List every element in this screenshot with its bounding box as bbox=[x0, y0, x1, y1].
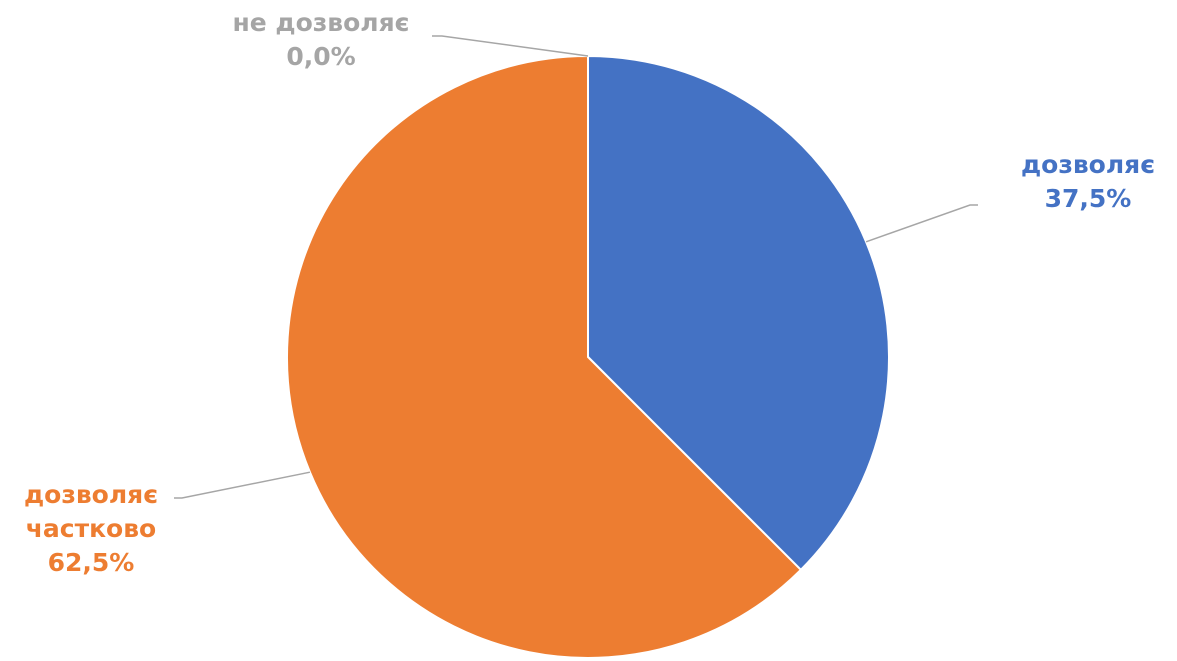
data-label-category: не дозволяє bbox=[232, 8, 410, 37]
data-label-value: 37,5% bbox=[1044, 184, 1132, 213]
data-label-dozvolyaye: дозволяє 37,5% bbox=[1008, 148, 1168, 216]
leader-line bbox=[174, 471, 311, 499]
leader-line bbox=[865, 204, 978, 243]
data-label-category: дозволяє bbox=[1020, 150, 1156, 179]
data-label-ne-dozvolyaye: не дозволяє 0,0% bbox=[205, 6, 437, 74]
pie-slice bbox=[587, 54, 890, 572]
data-label-dozvolyaye-chastkovo: дозволяє частково 62,5% bbox=[2, 478, 180, 580]
data-label-value: 0,0% bbox=[286, 42, 356, 71]
leader-line bbox=[432, 35, 589, 57]
data-label-category-line-1: дозволяє bbox=[23, 480, 159, 509]
data-label-category-line-2: частково bbox=[25, 514, 157, 543]
pie-slices bbox=[286, 54, 890, 659]
data-label-value: 62,5% bbox=[47, 548, 135, 577]
leader-lines bbox=[174, 35, 978, 499]
